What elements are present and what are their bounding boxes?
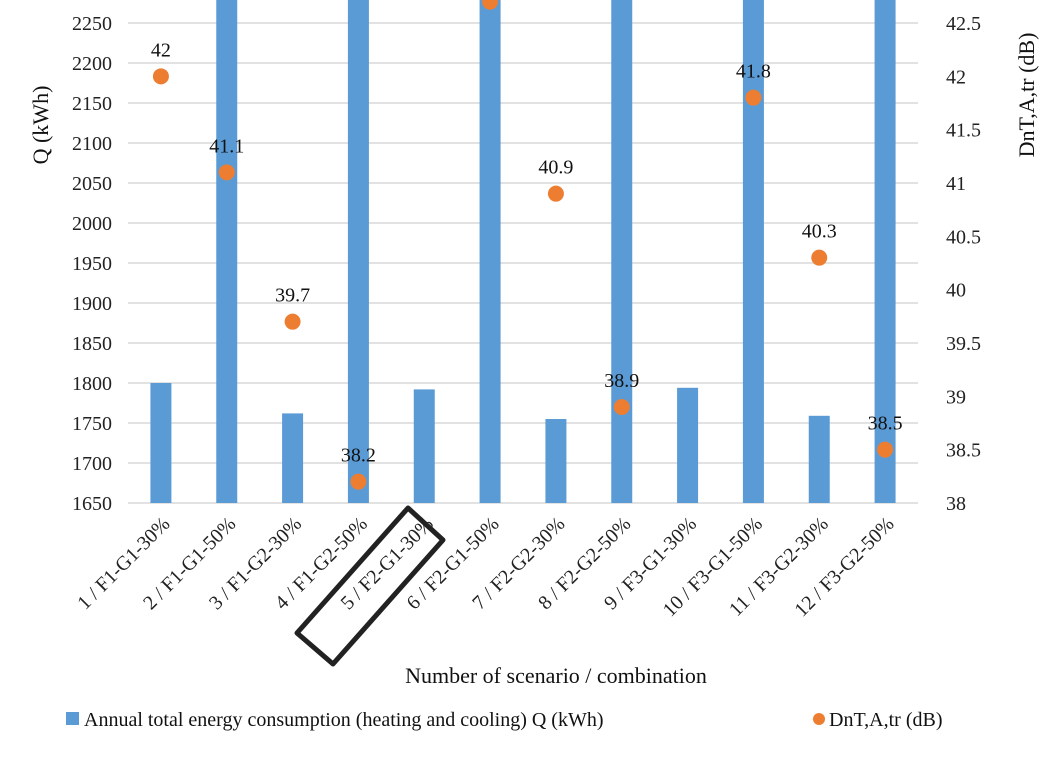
bar [808,415,830,503]
data-point [877,441,894,458]
y2-tick-label: 40.5 [946,226,981,248]
y2-tick-label: 40 [946,280,966,302]
data-point [152,68,169,85]
y2-tick-label: 38.5 [946,440,981,462]
y2-tick-label: 39 [946,386,966,408]
data-point [811,249,828,266]
legend-label-dot: DnT,A,tr (dB) [829,709,943,731]
legend-swatch-dot [813,713,825,725]
y-tick-label: 1900 [72,293,112,315]
data-point [482,0,499,10]
data-point [350,473,367,490]
data-point [284,313,301,330]
bar [150,383,172,503]
data-point [613,399,630,415]
data-label: 39.7 [275,285,310,307]
y-tick-label: 1800 [72,373,112,395]
data-label: 38.9 [604,370,639,392]
bar-series [150,0,896,503]
data-label: 40.3 [802,221,837,243]
y2-tick-label: 39.5 [946,333,981,355]
data-label: 41.8 [736,61,771,83]
legend: Annual total energy consumption (heating… [66,709,943,731]
data-label: 41.1 [209,135,244,157]
y2-axis-title: DnT,A,tr (dB) [1014,33,1039,158]
data-label: 38.2 [341,445,376,467]
y2-tick-label: 38 [946,493,966,515]
y-tick-label: 2050 [72,173,112,195]
y-tick-label: 1700 [72,453,112,475]
y-tick-label: 2150 [72,93,112,115]
y2-tick-label: 41.5 [946,120,981,142]
bar [216,0,238,503]
data-point [745,89,762,106]
y-tick-label: 1950 [72,253,112,275]
bar [282,413,304,503]
right-axis-ticks: 38 38.5 39 39.5 40 40.5 41 41.5 42 42.5 [946,13,981,515]
bar [413,389,435,503]
bar [677,387,699,503]
y-tick-label: 1850 [72,333,112,355]
bar [611,0,633,503]
y2-tick-label: 41 [946,173,966,195]
gridlines [128,22,918,504]
y-tick-label: 2250 [72,13,112,35]
y-axis-title: Q (kWh) [28,86,53,165]
bar [545,419,567,503]
bar [347,0,369,503]
data-point [547,185,564,202]
y-tick-label: 1650 [72,493,112,515]
scatter-series: 42 41.1 39.7 38.2 40.9 38.9 41.8 40.3 38.5 [151,0,903,490]
bar [874,0,896,503]
left-axis-ticks: 1650 1700 1750 1800 1850 1900 1950 2000 2050 2100… [72,13,112,515]
data-label: 40.9 [538,157,573,179]
bar [479,0,501,503]
bar [742,0,764,503]
legend-swatch-bar [66,712,79,725]
data-label: 38.5 [868,413,903,435]
y2-tick-label: 42 [946,66,966,88]
y-tick-label: 2000 [72,213,112,235]
legend-label-bar: Annual total energy consumption (heating… [84,709,604,731]
y-tick-label: 2100 [72,133,112,155]
y-tick-label: 2200 [72,53,112,75]
data-label: 42 [151,39,171,61]
highlight-box [294,505,446,667]
y-tick-label: 1750 [72,413,112,435]
data-point [218,164,235,181]
y2-tick-label: 42.5 [946,13,981,35]
category-labels: 1 / F1-G1-30%2 / F1-G1-50%3 / F1-G2-30%4… [73,513,898,621]
x-axis-title: Number of scenario / combination [405,663,707,688]
